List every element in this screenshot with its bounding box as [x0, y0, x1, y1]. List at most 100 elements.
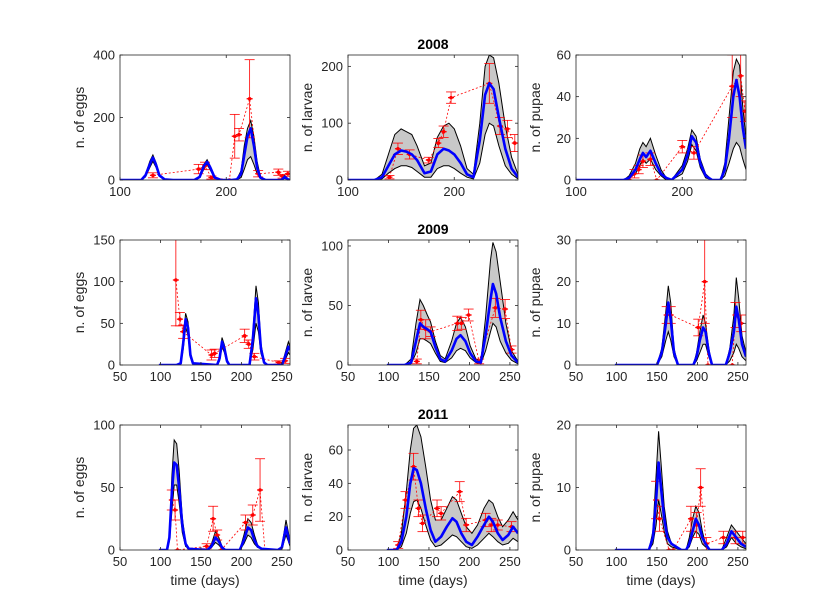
y-tick-label: 50 [101, 480, 115, 495]
confidence-band [348, 55, 518, 180]
observed-point [246, 342, 251, 346]
x-tick-label: 100 [378, 369, 400, 384]
observed-point [286, 171, 290, 176]
observed-point [493, 306, 498, 310]
band-upper-line [614, 431, 746, 550]
band-lower-line [386, 499, 518, 550]
axes-box [119, 424, 291, 551]
observed-point [242, 334, 247, 338]
x-tick-label: 250 [271, 554, 293, 569]
observed-point [692, 151, 696, 155]
y-tick-label: 200 [93, 110, 115, 125]
x-tick-label: 50 [341, 369, 355, 384]
y-axis-label: n. of eggs [71, 87, 87, 149]
y-axis-label: n. of larvae [299, 268, 315, 337]
observed-line [389, 82, 516, 178]
plot-area [158, 240, 290, 365]
model-line [386, 467, 518, 550]
observed-point [435, 506, 439, 511]
x-tick-label: 250 [499, 369, 521, 384]
band-upper-line [614, 277, 746, 365]
model-line [158, 297, 290, 365]
y-tick-label: 0 [108, 358, 115, 373]
observed-point [503, 307, 507, 311]
observed-point [211, 516, 215, 521]
observed-point [151, 173, 155, 178]
observed-point [738, 74, 743, 78]
y-tick-label: 0 [336, 358, 343, 373]
observed-point [247, 96, 252, 101]
axes-box [575, 54, 747, 181]
observed-point [457, 489, 462, 494]
observed-point [489, 523, 494, 527]
x-tick-label: 50 [569, 554, 583, 569]
observed-point [702, 279, 707, 284]
y-tick-label: 0 [336, 543, 343, 558]
observed-line [152, 98, 289, 180]
plot-area [386, 242, 518, 365]
x-tick-label: 100 [565, 184, 587, 199]
y-tick-label: 50 [329, 298, 343, 313]
y-tick-label: 100 [93, 274, 115, 289]
panel-3: 100 200 0 20 40 60 n. of pupae [527, 48, 747, 199]
axes-box [119, 54, 291, 181]
observed-point [730, 84, 734, 89]
model-line [120, 127, 290, 180]
x-tick-label: 250 [727, 369, 749, 384]
model-line [614, 461, 746, 550]
y-tick-label: 60 [557, 48, 571, 63]
y-tick-label: 20 [557, 274, 571, 289]
observed-point [667, 548, 671, 550]
confidence-band [576, 59, 746, 180]
y-tick-label: 0 [108, 173, 115, 188]
x-tick-label: 50 [113, 369, 127, 384]
x-tick-label: 150 [190, 369, 212, 384]
axes-box [347, 239, 519, 366]
x-tick-label: 50 [569, 369, 583, 384]
y-axis-label: n. of eggs [71, 457, 87, 519]
observed-point [698, 485, 703, 490]
x-tick-label: 50 [113, 554, 127, 569]
observed-point [657, 516, 662, 521]
observed-point [175, 548, 180, 550]
panel-9: 50 100 150 200 250 0 10 20 n. of pupae time (days… [527, 418, 749, 589]
plot-area [614, 431, 746, 550]
observed-point [466, 313, 471, 317]
observed-point [204, 544, 209, 549]
band-upper-line [386, 242, 518, 365]
x-tick-label: 150 [418, 554, 440, 569]
observed-point [237, 132, 241, 137]
observed-point [174, 278, 178, 282]
y-tick-label: 10 [557, 316, 571, 331]
y-axis-label: n. of larvae [299, 453, 315, 522]
observed-point [250, 513, 255, 517]
y-tick-label: 200 [321, 59, 343, 74]
x-tick-label: 150 [190, 554, 212, 569]
y-axis-label: n. of pupae [527, 82, 543, 152]
x-tick-label: 200 [231, 369, 253, 384]
confidence-band [120, 120, 290, 180]
x-tick-label: 100 [606, 554, 628, 569]
y-tick-label: 10 [557, 480, 571, 495]
model-line [348, 82, 518, 180]
observed-point [209, 353, 214, 357]
observed-point [439, 511, 443, 516]
x-tick-label: 100 [109, 184, 131, 199]
observed-point [258, 488, 262, 492]
observed-point [441, 129, 446, 134]
band-upper-line [576, 57, 746, 180]
y-axis-label: n. of larvae [299, 83, 315, 152]
plot-area [614, 240, 746, 365]
y-tick-label: 150 [93, 233, 115, 248]
observed-point [730, 363, 735, 365]
observed-point [689, 516, 693, 521]
x-tick-label: 200 [671, 184, 693, 199]
observed-line [175, 279, 286, 363]
y-tick-label: 100 [321, 116, 343, 131]
x-tick-label: 200 [687, 369, 709, 384]
y-tick-label: 20 [557, 131, 571, 146]
x-tick-label: 150 [646, 554, 668, 569]
observed-point [636, 167, 641, 172]
